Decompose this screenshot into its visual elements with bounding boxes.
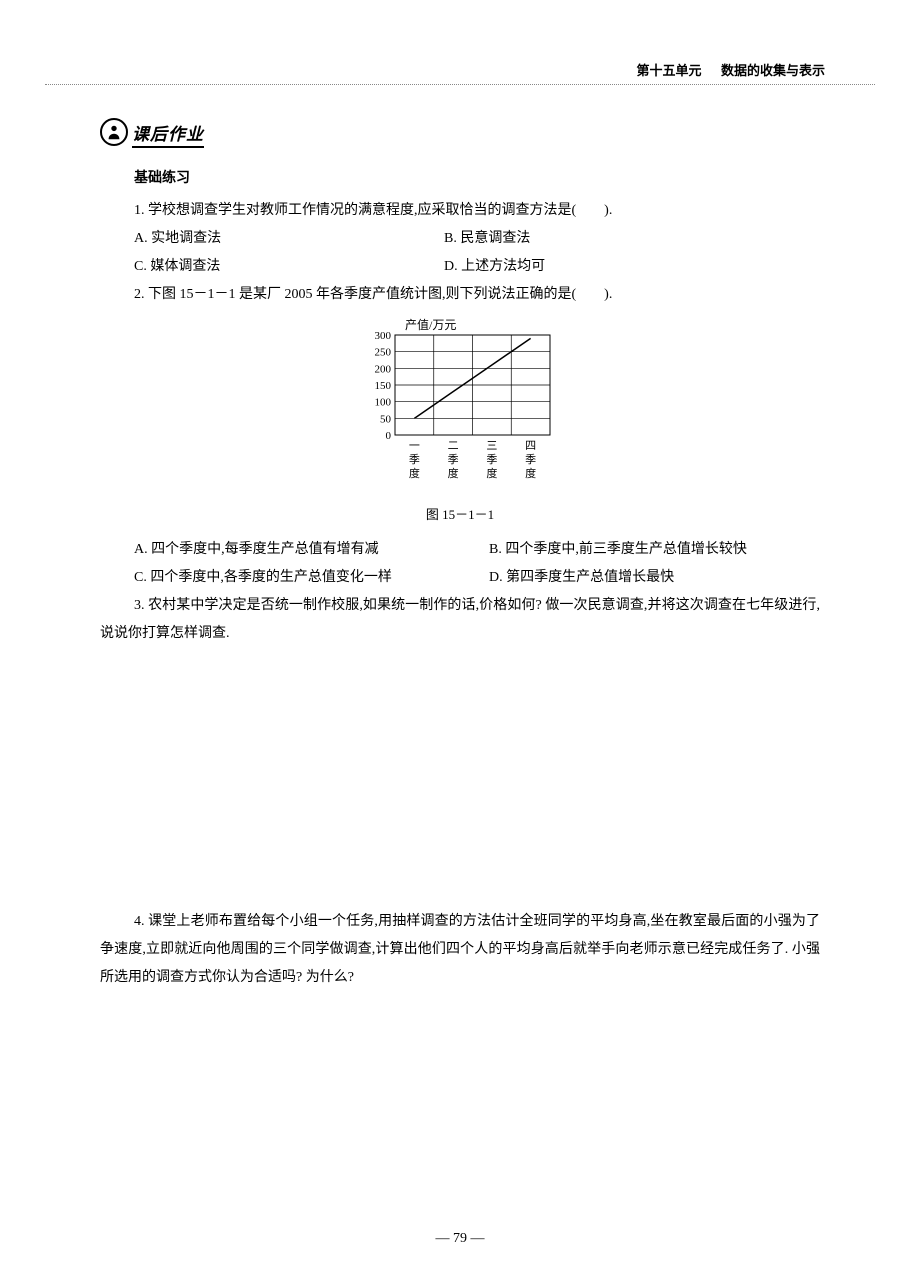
q2-option-b: B. 四个季度中,前三季度生产总值增长较快 <box>489 536 820 564</box>
svg-text:二: 二 <box>448 440 459 452</box>
q3-answer-space <box>100 648 820 908</box>
question-1: 1. 学校想调查学生对教师工作情况的满意程度,应采取恰当的调查方法是( ). <box>134 197 820 225</box>
svg-text:度: 度 <box>409 466 420 480</box>
q2-option-a: A. 四个季度中,每季度生产总值有增有减 <box>134 536 489 564</box>
q2-options: A. 四个季度中,每季度生产总值有增有减 B. 四个季度中,前三季度生产总值增长… <box>134 536 820 592</box>
header-divider <box>45 84 875 85</box>
q2-option-d: D. 第四季度生产总值增长最快 <box>489 564 820 592</box>
q1-options-row2: C. 媒体调查法 D. 上述方法均可 <box>134 253 820 281</box>
q2-chart: 产值/万元050100150200250300一季度二季度三季度四季度 图 15… <box>340 317 580 528</box>
q1-text: 1. 学校想调查学生对教师工作情况的满意程度,应采取恰当的调查方法是( ). <box>134 203 612 218</box>
svg-text:度: 度 <box>525 466 536 480</box>
question-3: 3. 农村某中学决定是否统一制作校服,如果统一制作的话,价格如何? 做一次民意调… <box>100 592 820 648</box>
q1-option-d: D. 上述方法均可 <box>444 253 820 281</box>
svg-text:四: 四 <box>525 440 536 452</box>
unit-title: 数据的收集与表示 <box>721 63 825 78</box>
section-title: 课后作业 <box>132 120 204 145</box>
svg-text:300: 300 <box>375 330 392 342</box>
chart-caption: 图 15－1－1 <box>340 502 580 528</box>
svg-text:季: 季 <box>486 453 497 466</box>
svg-text:200: 200 <box>375 363 392 375</box>
svg-text:一: 一 <box>409 440 420 452</box>
svg-text:50: 50 <box>380 413 392 425</box>
unit-label: 第十五单元 <box>636 63 701 78</box>
section-badge: 课后作业 <box>100 118 204 146</box>
svg-text:250: 250 <box>375 347 392 359</box>
svg-text:度: 度 <box>486 466 497 480</box>
svg-text:150: 150 <box>375 380 392 392</box>
content-area: 基础练习 1. 学校想调查学生对教师工作情况的满意程度,应采取恰当的调查方法是(… <box>100 165 820 992</box>
q1-option-b: B. 民意调查法 <box>444 225 820 253</box>
line-chart-svg: 产值/万元050100150200250300一季度二季度三季度四季度 <box>340 317 580 487</box>
svg-text:季: 季 <box>448 453 459 466</box>
q2-text: 2. 下图 15－1－1 是某厂 2005 年各季度产值统计图,则下列说法正确的… <box>134 287 612 302</box>
q1-option-a: A. 实地调查法 <box>134 225 444 253</box>
page-header: 第十五单元 数据的收集与表示 <box>636 60 825 79</box>
q2-option-c: C. 四个季度中,各季度的生产总值变化一样 <box>134 564 489 592</box>
svg-text:三: 三 <box>486 440 497 452</box>
svg-text:0: 0 <box>386 430 392 442</box>
svg-text:100: 100 <box>375 397 392 409</box>
svg-text:季: 季 <box>525 453 536 466</box>
svg-text:度: 度 <box>448 466 459 480</box>
q1-option-c: C. 媒体调查法 <box>134 253 444 281</box>
subsection-title: 基础练习 <box>134 165 820 193</box>
svg-text:产值/万元: 产值/万元 <box>405 317 456 332</box>
svg-text:季: 季 <box>409 453 420 466</box>
person-icon <box>100 118 128 146</box>
question-4: 4. 课堂上老师布置给每个小组一个任务,用抽样调查的方法估计全班同学的平均身高,… <box>100 908 820 992</box>
question-2: 2. 下图 15－1－1 是某厂 2005 年各季度产值统计图,则下列说法正确的… <box>134 281 820 309</box>
q1-options-row1: A. 实地调查法 B. 民意调查法 <box>134 225 820 253</box>
page-number: — 79 — <box>0 1231 920 1247</box>
